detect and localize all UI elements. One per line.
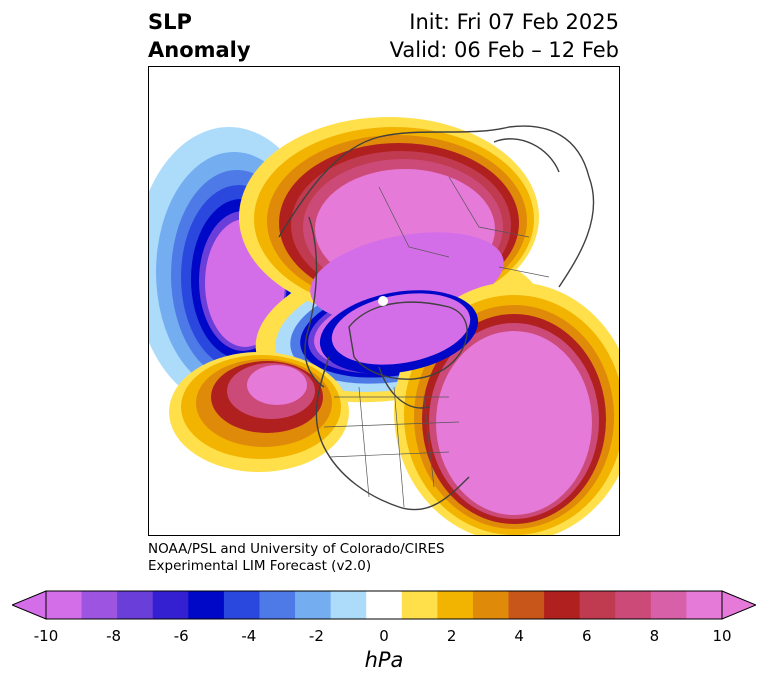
- title-line-1: SLP: [148, 10, 192, 34]
- colorbar-bin: [259, 591, 296, 619]
- init-date: Init: Fri 07 Feb 2025: [409, 10, 619, 34]
- colorbar-tick-label: 0: [379, 627, 389, 645]
- credit-line-2: Experimental LIM Forecast (v2.0): [148, 558, 372, 574]
- colorbar-bin: [117, 591, 154, 619]
- arctic-low-core: [319, 290, 479, 374]
- colorbar-bin: [366, 591, 403, 619]
- anomaly-map: [148, 66, 620, 536]
- eurasia-high: [239, 117, 539, 322]
- colorbar-tick-label: -4: [241, 627, 257, 645]
- colorbar-bin: [223, 591, 260, 619]
- colorbar-bin: [295, 591, 332, 619]
- colorbar-bin: [188, 591, 225, 619]
- colorbar-frame: [45, 590, 723, 620]
- colorbar-unit: hPa: [364, 648, 404, 672]
- colorbar-bin: [615, 591, 652, 619]
- pacific-high: [169, 352, 349, 472]
- colorbar-bin: [508, 591, 545, 619]
- colorbar-tick-label: -2: [308, 627, 324, 645]
- colorbar-bin: [401, 591, 438, 619]
- colorbar-tick-label: 10: [712, 627, 732, 645]
- colorbar: [12, 590, 756, 620]
- colorbar-bin: [579, 591, 616, 619]
- title-right: Init: Fri 07 Feb 2025 Valid: 06 Feb – 12…: [390, 8, 619, 64]
- colorbar-ticks: -10 -8 -6 -4 -2 0 2 4 6 8 10: [0, 627, 768, 647]
- colorbar-tick-label: -8: [106, 627, 122, 645]
- colorbar-bin: [472, 591, 510, 619]
- colorbar-bin: [152, 591, 189, 619]
- credit-line-1: NOAA/PSL and University of Colorado/CIRE…: [148, 541, 445, 557]
- colorbar-bin: [330, 591, 367, 619]
- colorbar-tick-label: 6: [582, 627, 592, 645]
- atlantic-high: [394, 282, 619, 535]
- colorbar-bin: [650, 591, 687, 619]
- title-left: SLP Anomaly: [148, 8, 251, 64]
- colorbar-tick-label: 8: [649, 627, 660, 645]
- colorbar-bin: [686, 591, 723, 619]
- state-borders: [323, 176, 550, 508]
- colorbar-tick-label: -6: [173, 627, 189, 645]
- map-svg: [149, 117, 619, 535]
- colorbar-bin: [81, 591, 118, 619]
- colorbar-bin: [46, 591, 83, 619]
- colorbar-extend-min: [12, 590, 47, 620]
- colorbar-bin: [544, 591, 581, 619]
- colorbar-bin: [437, 591, 474, 619]
- colorbar-tick-label: -10: [33, 627, 59, 645]
- colorbar-tick-label: 4: [514, 627, 524, 645]
- colorbar-tick-label: 2: [446, 627, 457, 645]
- colorbar-extend-max: [721, 590, 756, 620]
- credit: NOAA/PSL and University of Colorado/CIRE…: [148, 541, 445, 575]
- valid-range: Valid: 06 Feb – 12 Feb: [389, 38, 619, 62]
- pole-marker: [378, 296, 388, 306]
- coastlines: [278, 125, 595, 511]
- title-line-2: Anomaly: [148, 38, 251, 62]
